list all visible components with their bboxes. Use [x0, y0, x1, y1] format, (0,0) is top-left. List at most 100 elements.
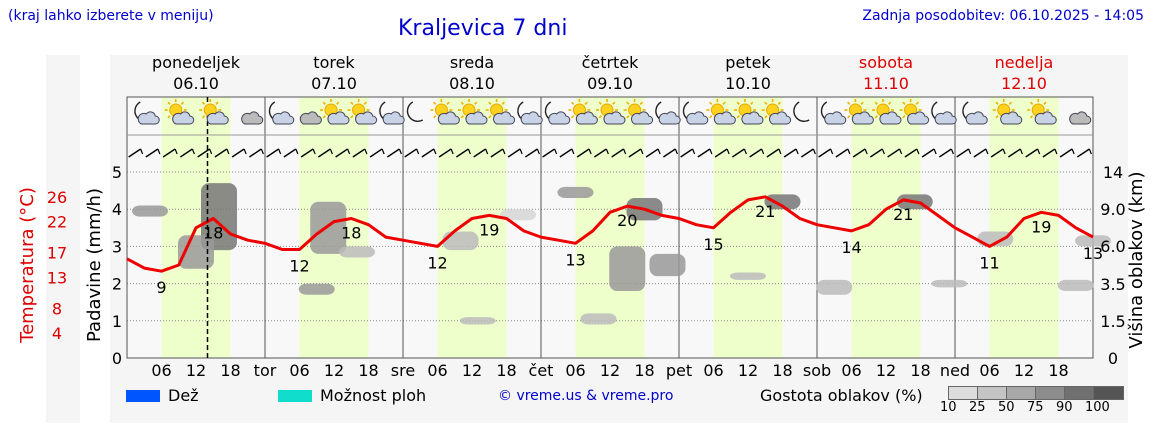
plot-frame — [126, 96, 1094, 359]
sun-ray — [584, 101, 588, 105]
sun-ray — [722, 101, 726, 105]
density-swatch — [1006, 386, 1037, 400]
cloud-patch — [298, 283, 335, 295]
wind-barb-flag — [260, 148, 264, 155]
cloud-shape — [206, 111, 229, 125]
wind-barb-flag — [157, 148, 161, 155]
hour-tick: 12 — [324, 361, 344, 380]
sun-cloud-icon — [872, 99, 902, 125]
cloud-patch — [609, 246, 646, 292]
wind-barb — [490, 148, 504, 158]
temperature-label: 19 — [479, 220, 499, 239]
last-updated: Zadnja posodobitev: 06.10.2025 - 14:05 — [862, 8, 1144, 24]
precip-tick: 5 — [112, 163, 122, 182]
wind-barb-flag — [467, 148, 471, 155]
moon-cloud-icon — [134, 101, 160, 125]
sun-cloud-icon — [623, 99, 654, 125]
sun-ray — [995, 101, 999, 105]
cloud-shape — [934, 111, 957, 125]
wind-barb-flag — [864, 148, 868, 155]
wind-barb-flag — [692, 148, 696, 155]
hour-tick: 12 — [600, 361, 620, 380]
moon-cloud-icon — [931, 101, 957, 125]
sun-ray — [709, 115, 713, 119]
sun-ray — [860, 101, 864, 105]
temperature-label: 19 — [1031, 217, 1051, 236]
hour-tick: 12 — [186, 361, 206, 380]
wind-barb — [576, 148, 590, 158]
daytime-band — [713, 97, 783, 358]
sun-ray — [201, 115, 206, 119]
sun-cloud-icon — [992, 99, 1023, 125]
sun-ray — [902, 115, 906, 119]
wind-barb-flag — [519, 148, 523, 155]
sun-ray — [915, 101, 919, 105]
precip-axis-label: Padavine (mm/h) — [84, 188, 105, 342]
day-date: 09.10 — [587, 74, 633, 93]
day-date: 06.10 — [173, 74, 219, 93]
sun-ray — [1029, 101, 1034, 105]
sun-ray — [488, 115, 492, 119]
cloud-icon — [241, 111, 264, 125]
day-name: torek — [313, 53, 355, 72]
wind-barb-flag — [554, 148, 558, 155]
moon-cloud-icon — [268, 101, 295, 125]
copyright-link[interactable]: © vreme.us & vreme.pro — [498, 388, 674, 404]
cloud-patch — [816, 279, 853, 295]
cloud-shape — [658, 111, 681, 125]
wind-barb-flag — [985, 148, 989, 155]
sun-cloud-icon — [164, 99, 195, 125]
wind-barb — [973, 148, 987, 158]
wind-barb — [214, 148, 228, 158]
wind-barb-flag — [312, 148, 316, 155]
sun-cloud-icon — [430, 99, 460, 125]
day-name: nedelja — [995, 53, 1054, 72]
temperature-label: 14 — [841, 238, 861, 257]
wind-barb — [714, 148, 728, 158]
sun-ray — [433, 101, 437, 105]
sun-ray — [322, 101, 326, 105]
moon-icon — [406, 101, 424, 122]
wind-barb-flag — [433, 148, 437, 155]
wind-barb-flag — [640, 148, 644, 155]
cloud-patch — [339, 246, 375, 258]
cloud-shape — [631, 111, 654, 125]
hour-tick: 06 — [979, 361, 999, 380]
rain-swatch — [126, 390, 160, 402]
wind-barb — [800, 148, 814, 158]
wind-barb-flag — [623, 148, 627, 155]
sun-ray — [709, 101, 713, 105]
moon-cloud-icon — [820, 101, 847, 125]
cloud-shape — [713, 111, 736, 125]
wind-barb-flag — [243, 148, 247, 155]
moon-cloud-icon — [655, 101, 681, 125]
wind-barb — [542, 148, 556, 158]
daytime-band — [437, 97, 507, 358]
precip-tick: 1 — [112, 312, 122, 331]
cloud-shape — [465, 111, 488, 125]
density-step-label: 25 — [969, 400, 986, 415]
cloud-shape — [824, 111, 847, 125]
rain-label: Dež — [168, 386, 199, 405]
sun-cloud-icon — [899, 99, 930, 125]
cloud-shape — [437, 111, 460, 125]
sun-cloud-icon — [1027, 99, 1057, 125]
cloud-height-axis-label: Višina oblakov (km) — [1126, 171, 1147, 348]
day-name: ponedeljek — [152, 53, 241, 72]
sun-ray — [571, 115, 575, 119]
cloud-patch — [132, 205, 168, 217]
wind-barb — [938, 148, 952, 158]
wind-barb — [680, 148, 694, 158]
temperature-label: 20 — [617, 211, 637, 230]
sun-ray — [460, 101, 464, 105]
wind-barb — [179, 148, 193, 158]
day-abbrev-tick: sre — [391, 361, 415, 380]
wind-barb-flag — [968, 148, 972, 155]
cloud-patch — [178, 235, 214, 269]
cloud-patch — [310, 201, 347, 254]
wind-barb — [956, 148, 970, 158]
day-abbrev-tick: tor — [254, 361, 277, 380]
sun-ray — [201, 101, 206, 105]
wind-barb — [1007, 148, 1021, 158]
